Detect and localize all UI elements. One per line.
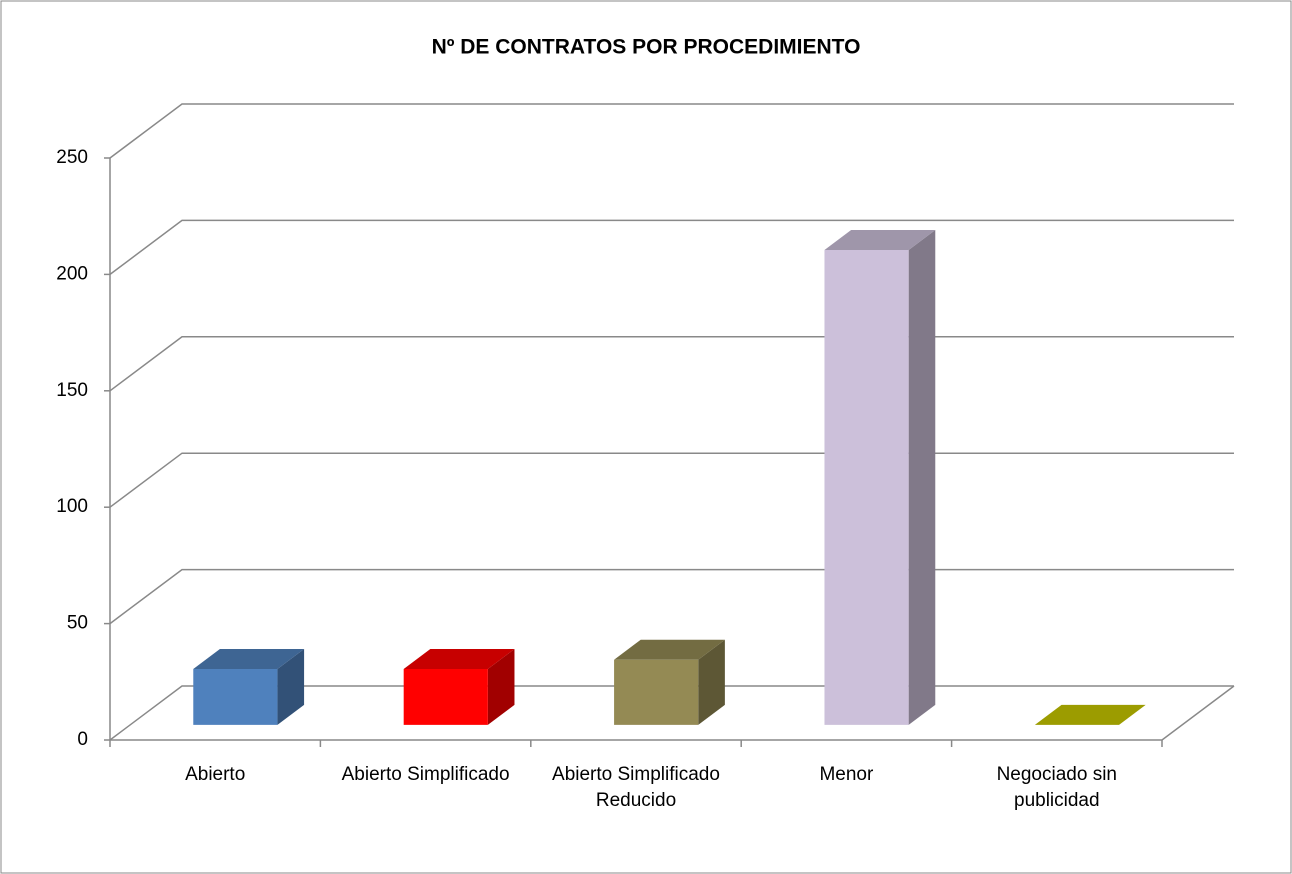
bar bbox=[193, 649, 305, 725]
x-tick-label: Negociado sin publicidad bbox=[996, 764, 1117, 811]
grid-line bbox=[109, 103, 1234, 159]
y-tick-label: 200 bbox=[56, 263, 88, 284]
y-tick-label: 150 bbox=[56, 380, 88, 401]
bar-top bbox=[403, 649, 515, 670]
x-tick-label: Abierto Simplificado bbox=[341, 764, 510, 785]
bar bbox=[614, 639, 725, 725]
x-tick-label: Abierto Simplificado Reducido bbox=[552, 764, 720, 811]
grid-line bbox=[109, 219, 1234, 275]
bar-side bbox=[908, 229, 936, 725]
bar-top bbox=[193, 649, 305, 670]
bar-side bbox=[698, 639, 725, 725]
x-tick-label: Menor bbox=[819, 764, 874, 785]
bar-front bbox=[193, 669, 278, 725]
bar-top bbox=[614, 639, 725, 660]
bar-front bbox=[614, 659, 699, 725]
y-tick-label: 50 bbox=[67, 613, 88, 634]
y-tick-label: 100 bbox=[56, 496, 88, 517]
bar-side bbox=[277, 649, 305, 725]
x-tick-label: Abierto bbox=[185, 764, 246, 785]
bar-front bbox=[824, 249, 909, 725]
bar bbox=[403, 649, 515, 725]
chart-title: Nº DE CONTRATOS POR PROCEDIMIENTO bbox=[432, 36, 861, 59]
y-tick-label: 250 bbox=[56, 147, 88, 168]
y-tick-label: 0 bbox=[77, 729, 88, 750]
bar-top bbox=[824, 229, 936, 250]
bar-side bbox=[487, 649, 515, 725]
bar bbox=[1034, 704, 1146, 725]
bar bbox=[824, 229, 936, 725]
bar-top bbox=[1034, 704, 1146, 725]
bar-front bbox=[403, 669, 488, 725]
